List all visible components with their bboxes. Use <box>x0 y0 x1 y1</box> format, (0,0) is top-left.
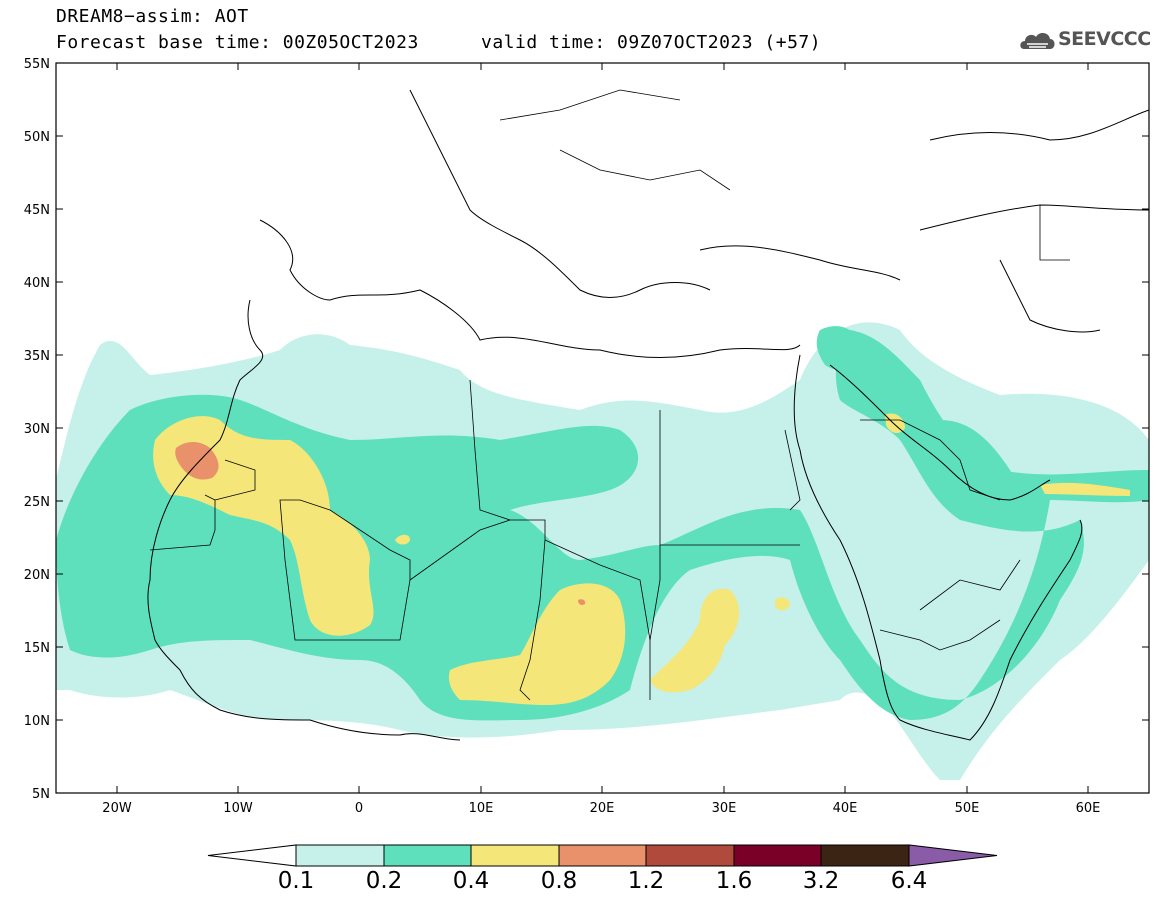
valid-time: valid time: 09Z07OCT2023 (+57) <box>481 32 822 53</box>
colorbar-swatch <box>820 844 910 867</box>
colorbar-swatch <box>470 844 560 867</box>
coastlines <box>147 89 1150 741</box>
logo-text: SEEVCCC <box>1058 28 1151 50</box>
lon-label: 40E <box>833 801 858 816</box>
lat-label: 40N <box>24 276 50 291</box>
lon-label: 20E <box>590 801 615 816</box>
colorbar-label: 6.4 <box>890 868 928 894</box>
lat-labels: 55N 50N 45N 40N 35N 30N 25N 20N 15N 10N … <box>24 57 50 802</box>
colorbar-min-arrow <box>207 844 297 867</box>
colorbar-label: 0.1 <box>277 868 315 894</box>
colorbar <box>207 844 998 867</box>
lon-label: 20W <box>102 801 132 816</box>
borders <box>149 89 1070 701</box>
lat-label: 45N <box>24 203 50 218</box>
colorbar-swatch <box>295 844 385 867</box>
map-title: DREAM8−assim: AOT <box>56 6 249 27</box>
forecast-base-time: Forecast base time: 00Z05OCT2023 <box>56 32 419 53</box>
lat-label: 20N <box>24 568 50 583</box>
lon-label: 10E <box>469 801 494 816</box>
lon-label: 10W <box>223 801 253 816</box>
lat-label: 35N <box>24 349 50 364</box>
colorbar-swatch <box>733 844 822 867</box>
cloud-logo-icon <box>1020 33 1055 49</box>
lon-label: 0 <box>355 801 363 816</box>
lat-label: 10N <box>24 714 50 729</box>
colorbar-label: 0.4 <box>452 868 490 894</box>
lat-label: 50N <box>24 130 50 145</box>
lat-label: 55N <box>24 57 50 72</box>
colorbar-swatch <box>383 844 472 867</box>
lat-label: 30N <box>24 422 50 437</box>
lat-label: 25N <box>24 495 50 510</box>
lon-label: 50E <box>955 801 980 816</box>
lon-label: 60E <box>1076 801 1101 816</box>
lon-label: 30E <box>712 801 737 816</box>
colorbar-swatch <box>645 844 735 867</box>
colorbar-label: 1.6 <box>715 868 753 894</box>
colorbar-label: 0.8 <box>540 868 578 894</box>
lat-label: 5N <box>32 787 50 802</box>
lon-ticks <box>116 63 1089 793</box>
lat-ticks <box>56 62 1149 721</box>
lat-label: 15N <box>24 641 50 656</box>
colorbar-label: 1.2 <box>627 868 665 894</box>
colorbar-swatch <box>558 844 647 867</box>
colorbar-label: 0.2 <box>365 868 403 894</box>
lon-labels: 20W 10W 0 10E 20E 30E 40E 50E 60E <box>102 801 1100 816</box>
aot-contour-0-8 <box>175 442 586 605</box>
colorbar-max-arrow <box>908 844 998 867</box>
colorbar-label: 3.2 <box>802 868 840 894</box>
